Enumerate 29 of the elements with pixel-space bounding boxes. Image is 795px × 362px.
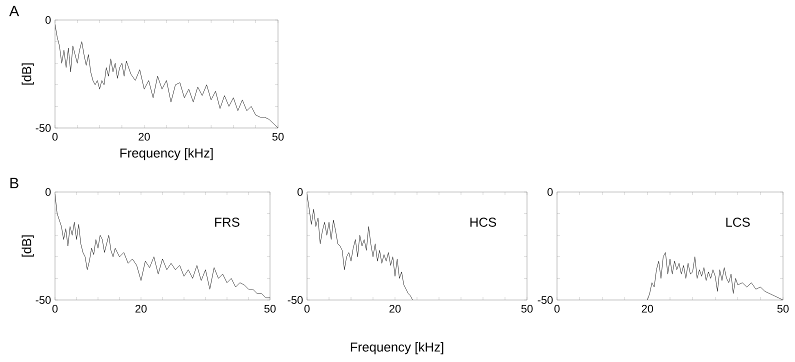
x-tick-label: 50 (264, 304, 276, 313)
line-series (55, 194, 270, 298)
x-tick-label: 50 (521, 304, 533, 313)
x-tick-label: 0 (554, 304, 560, 313)
x-tick-label: 20 (642, 304, 654, 313)
chart-title: A (9, 6, 20, 16)
x-tick-label: 50 (272, 132, 284, 141)
annotation: FRS (215, 218, 240, 227)
annotation: LCS (726, 218, 750, 227)
y-tick-label: -50 (538, 296, 553, 304)
x-axis-title: Frequency [kHz] (350, 342, 444, 354)
x-tick-label: 20 (138, 132, 150, 141)
annotation: HCS (470, 218, 496, 227)
chart-title: B (10, 178, 18, 188)
y-tick-label: 0 (45, 16, 51, 24)
x-tick-label: 0 (52, 132, 58, 141)
y-tick-label: 0 (45, 188, 51, 196)
y-tick-label: -50 (288, 296, 303, 304)
x-tick-label: 0 (304, 304, 310, 313)
x-tick-label: 20 (135, 304, 147, 313)
y-axis-title: [dB] (22, 63, 34, 85)
y-tick-label: -50 (36, 124, 51, 132)
x-tick-label: 0 (52, 304, 58, 313)
y-tick-label: -50 (36, 296, 51, 304)
y-axis-title: [dB] (22, 235, 34, 257)
x-axis-title: Frequency [kHz] (120, 148, 213, 160)
line-series (55, 24, 278, 128)
x-tick-label: 50 (777, 304, 789, 313)
x-tick-label: 20 (389, 304, 401, 313)
